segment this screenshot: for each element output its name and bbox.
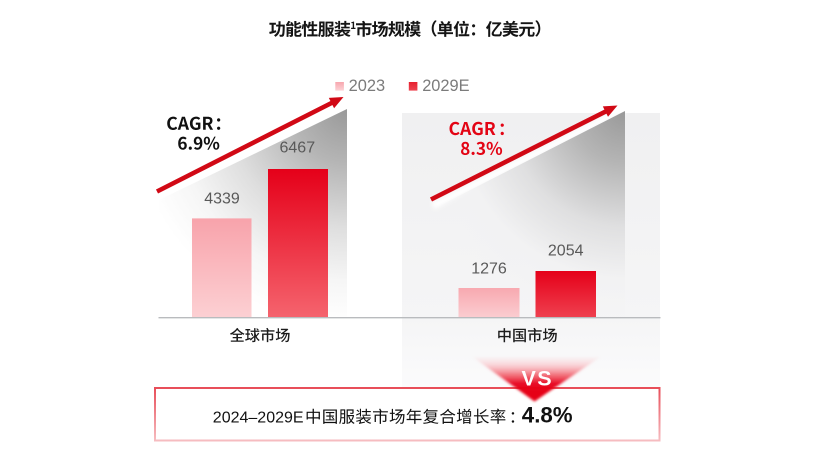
svg-text:6467: 6467 (280, 140, 316, 157)
svg-text:VS: VS (521, 366, 553, 390)
svg-text:2054: 2054 (548, 243, 584, 260)
svg-text:4339: 4339 (204, 191, 240, 208)
svg-text:2024–2029E: 2024–2029E (213, 410, 304, 427)
svg-text:1276: 1276 (471, 261, 507, 278)
svg-text:2029E: 2029E (422, 77, 469, 95)
svg-text:4.8%: 4.8% (522, 403, 573, 428)
svg-text:2023: 2023 (349, 77, 385, 95)
